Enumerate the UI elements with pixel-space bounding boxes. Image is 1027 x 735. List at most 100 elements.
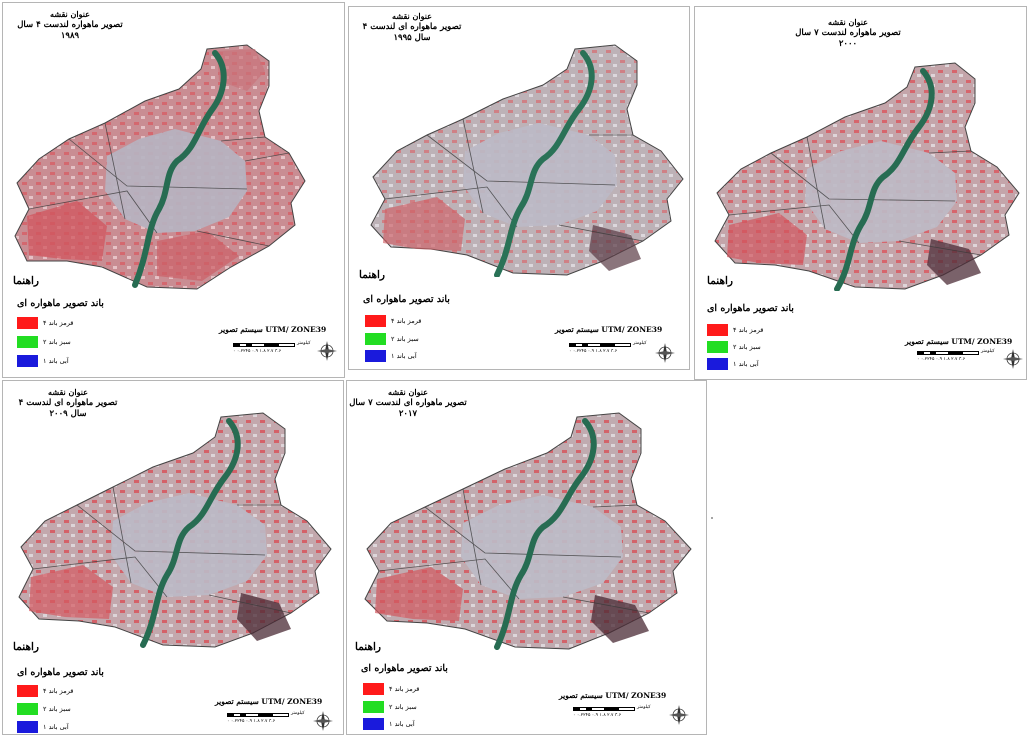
scale-unit-label: کیلومتر: [633, 341, 647, 346]
legend-label-green: سبز باند ۲: [389, 703, 417, 711]
vegetation-patch: [375, 567, 463, 621]
legend-swatch-blue: [707, 358, 728, 370]
north-arrow-icon: [655, 343, 675, 363]
legend-label-blue: آبی باند ۱: [43, 723, 69, 731]
vegetation-patch: [157, 231, 239, 281]
urban-core: [805, 141, 957, 243]
legend-swatch-green: [707, 341, 728, 353]
scale-tick-labels: ۰ ۰.۲۲۴۵ ۰.۹ ۱.۸ ۲.۷ ۳.۶: [569, 349, 618, 354]
map-title-heading: عنوان نقشه: [388, 387, 428, 397]
map-panel-2000: عنوان نقشه تصویر ماهواره لندست ۷ سال ۲۰۰…: [694, 6, 1027, 380]
river: [140, 418, 241, 648]
legend-swatch-blue: [17, 355, 38, 367]
legend-swatch-red: [707, 324, 728, 336]
scale-bar-graphic: [569, 343, 631, 347]
legend-label-red: قرمز باند ۴: [389, 685, 420, 693]
legend-swatch-blue: [365, 350, 386, 362]
district-lines: [28, 122, 290, 247]
vegetation-patch: [383, 197, 465, 251]
satellite-map-image: [14, 44, 306, 290]
legend-label-green: سبز باند ۲: [733, 343, 761, 351]
scale-unit-label: کیلومتر: [981, 349, 995, 354]
scale-bar-graphic: [917, 351, 979, 355]
projection-system-label: سیستم تصویر UTM/ ZONE39: [555, 325, 663, 334]
scale-unit-label: کیلومتر: [297, 341, 311, 346]
urban-core: [463, 123, 617, 227]
scale-unit-label: کیلومتر: [291, 711, 305, 716]
legend-swatch-red: [17, 685, 38, 697]
vegetation-patch: [591, 595, 649, 643]
vegetation-patch: [217, 49, 265, 91]
map-title-subtitle: تصویر ماهواره ای لندست ۴ سال ۱۹۹۵: [362, 21, 462, 44]
map-title-block: عنوان نقشه تصویر ماهواره لندست ۷ سال ۲۰۰…: [793, 17, 903, 51]
map-title-subtitle: تصویر ماهواره لندست ۴ سال ۱۹۸۹: [17, 19, 123, 42]
north-arrow-icon: [1003, 349, 1023, 369]
legend-heading: راهنما: [355, 641, 381, 653]
legend-swatch-green: [363, 701, 384, 713]
legend-swatch-red: [363, 683, 384, 695]
satellite-map-image: [18, 412, 332, 648]
legend-label-red: قرمز باند ۴: [43, 319, 74, 327]
legend-swatch-green: [365, 333, 386, 345]
map-title-heading: عنوان نقشه: [50, 9, 90, 19]
district-lines: [32, 486, 292, 614]
north-arrow-icon: [669, 705, 689, 725]
legend-swatch-red: [17, 317, 38, 329]
legend-heading: راهنما: [13, 641, 39, 653]
satellite-map-image: [370, 44, 684, 277]
scale-bar-graphic: [233, 343, 295, 347]
map-title-heading: عنوان نقشه: [828, 17, 868, 27]
map-title-block: عنوان نقشه تصویر ماهواره ای لندست ۴ سال …: [13, 387, 123, 421]
scale-bar-graphic: [227, 713, 289, 717]
urban-core: [461, 495, 623, 599]
north-arrow-icon: [317, 341, 337, 361]
district-lines: [384, 118, 644, 242]
river: [132, 50, 227, 288]
projection-system-label: سیستم تصویر UTM/ ZONE39: [905, 337, 1013, 346]
map-title-block: عنوان نقشه تصویر ماهواره لندست ۴ سال ۱۹۸…: [15, 9, 125, 43]
legend-swatch-blue: [363, 718, 384, 730]
scale-tick-labels: ۰ ۰.۲۲۴۵ ۰.۹ ۱.۸ ۲.۷ ۳.۶: [233, 349, 282, 354]
scale-tick-labels: ۰ ۰.۲۲۴۵ ۰.۹ ۱.۸ ۲.۷ ۳.۶: [917, 357, 966, 362]
legend-title: باند تصویر ماهواره ای: [363, 294, 450, 305]
legend-label-red: قرمز باند ۴: [733, 326, 764, 334]
map-panel-1995: عنوان نقشه تصویر ماهواره ای لندست ۴ سال …: [348, 6, 690, 370]
satellite-map-image: [364, 412, 692, 650]
legend-label-green: سبز باند ۲: [43, 338, 71, 346]
stray-dot: [711, 517, 713, 519]
vegetation-patch: [589, 225, 641, 271]
legend-swatch-red: [365, 315, 386, 327]
legend-label-blue: آبی باند ۱: [389, 720, 415, 728]
legend-swatch-blue: [17, 721, 38, 733]
projection-system-label: سیستم تصویر UTM/ ZONE39: [559, 691, 667, 700]
legend-title: باند تصویر ماهواره ای: [17, 667, 104, 678]
map-panel-2017: عنوان نقشه تصویر ماهواره ای لندست ۷ سال …: [346, 380, 707, 735]
district-lines: [728, 136, 982, 256]
legend-swatch-green: [17, 703, 38, 715]
vegetation-patch: [727, 213, 807, 265]
projection-system-label: سیستم تصویر UTM/ ZONE39: [215, 697, 323, 706]
legend-heading: راهنما: [13, 275, 39, 287]
district-lines: [378, 488, 650, 614]
urban-core: [111, 493, 267, 597]
scale-tick-labels: ۰ ۰.۲۲۴۵ ۰.۹ ۱.۸ ۲.۷ ۳.۶: [227, 719, 276, 724]
legend-label-blue: آبی باند ۱: [43, 357, 69, 365]
scale-bar-graphic: [573, 707, 635, 711]
map-title-heading: عنوان نقشه: [392, 11, 432, 21]
urban-core: [105, 129, 247, 233]
vegetation-patch: [29, 565, 113, 619]
map-title-subtitle: تصویر ماهواره لندست ۷ سال ۲۰۰۰: [795, 27, 901, 50]
map-title-heading: عنوان نقشه: [48, 387, 88, 397]
legend-label-green: سبز باند ۲: [43, 705, 71, 713]
legend-label-red: قرمز باند ۴: [43, 687, 74, 695]
legend-label-blue: آبی باند ۱: [391, 352, 417, 360]
legend-title: باند تصویر ماهواره ای: [361, 663, 448, 674]
scale-tick-labels: ۰ ۰.۲۲۴۵ ۰.۹ ۱.۸ ۲.۷ ۳.۶: [573, 713, 622, 718]
projection-system-label: سیستم تصویر UTM/ ZONE39: [219, 325, 327, 334]
vegetation-patch: [927, 239, 981, 285]
legend-heading: راهنما: [707, 275, 733, 287]
north-arrow-icon: [313, 711, 333, 731]
map-panel-1989: عنوان نقشه تصویر ماهواره لندست ۴ سال ۱۹۸…: [2, 2, 345, 378]
legend-label-green: سبز باند ۲: [391, 335, 419, 343]
legend-label-red: قرمز باند ۴: [391, 317, 422, 325]
